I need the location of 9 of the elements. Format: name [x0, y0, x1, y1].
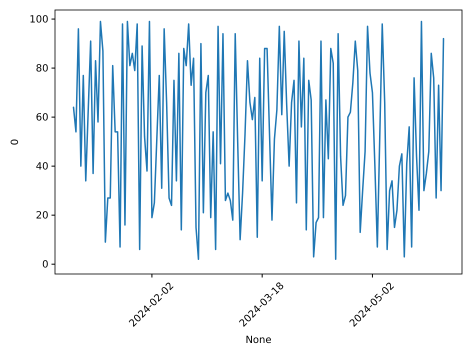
y-axis-title: 0: [10, 138, 21, 146]
y-tick-label: 0: [42, 259, 48, 270]
y-tick-label: 20: [36, 210, 48, 222]
y-tick-label: 40: [36, 161, 48, 172]
y-tick-label: 100: [29, 14, 48, 26]
x-axis-title: None: [245, 335, 272, 346]
y-tick-label: 60: [36, 112, 48, 124]
line-series: [72, 20, 444, 260]
y-tick-label: 80: [36, 63, 48, 74]
